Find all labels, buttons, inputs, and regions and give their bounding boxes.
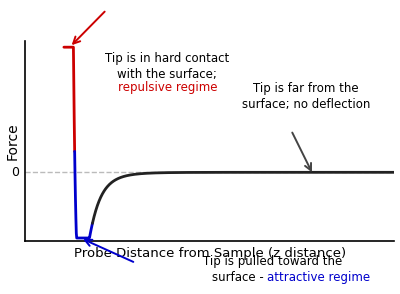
Text: repulsive regime: repulsive regime — [118, 81, 217, 94]
Text: 0: 0 — [12, 166, 20, 179]
Text: attractive regime: attractive regime — [267, 271, 370, 285]
Text: Tip is in hard contact
with the surface;: Tip is in hard contact with the surface; — [105, 52, 230, 81]
Y-axis label: Force: Force — [6, 122, 20, 160]
Text: Tip is pulled toward the: Tip is pulled toward the — [203, 255, 342, 268]
X-axis label: Probe Distance from Sample (z distance): Probe Distance from Sample (z distance) — [74, 247, 346, 260]
Text: Tip is far from the
surface; no deflection: Tip is far from the surface; no deflecti… — [242, 82, 370, 111]
Text: surface -: surface - — [212, 271, 267, 285]
